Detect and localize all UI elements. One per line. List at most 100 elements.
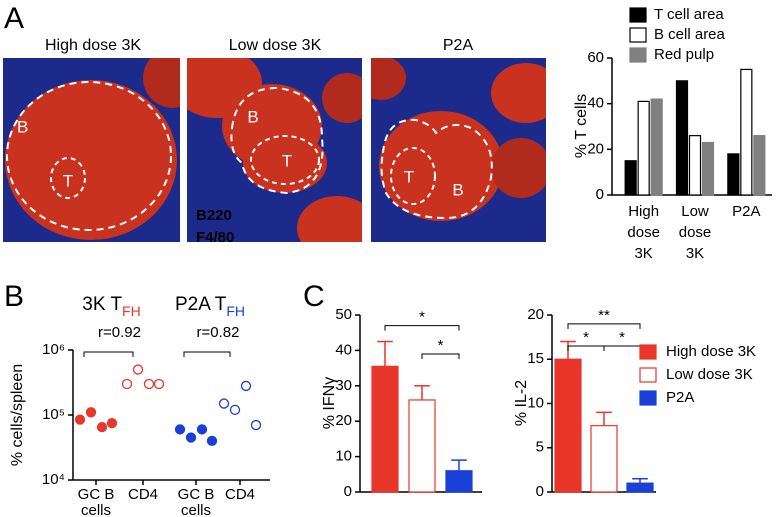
bar	[675, 80, 689, 196]
y-tick-label: 10⁶	[42, 341, 65, 358]
point	[240, 380, 252, 392]
x-tick-label: CD4	[224, 486, 255, 503]
legend-swatch	[629, 7, 647, 23]
point	[174, 424, 186, 435]
point	[132, 364, 144, 375]
significance-label: **	[598, 307, 610, 324]
y-tick-label: 40	[587, 95, 604, 112]
significance-bracket	[567, 323, 641, 329]
significance-label: *	[419, 309, 425, 326]
region-label: B	[17, 117, 28, 136]
y-tick-label: 0	[596, 186, 604, 203]
y-tick-label: 5	[536, 439, 544, 456]
y-tick-label: 0	[344, 483, 352, 500]
point	[250, 419, 262, 431]
region-label: B	[452, 180, 463, 199]
correlation: r=0.82	[197, 324, 240, 341]
y-tick-label: 20	[335, 412, 352, 429]
bar	[624, 160, 637, 196]
bar	[688, 135, 702, 196]
bar	[408, 399, 436, 493]
region-label: T	[404, 167, 414, 186]
point	[85, 407, 97, 418]
x-tick-label: CD4	[127, 486, 158, 503]
y-tick-label: 20	[587, 140, 604, 157]
x-tick-label: GC B cells	[177, 486, 215, 517]
y-axis-label: % T cells	[573, 94, 590, 158]
bar	[637, 100, 650, 196]
significance-bracket	[384, 325, 460, 331]
micrograph: T B	[371, 58, 546, 242]
marker-label: B220	[196, 207, 232, 224]
point	[196, 424, 208, 435]
bar	[701, 141, 715, 196]
y-axis-label: % IFNγ	[321, 377, 338, 429]
y-tick-label: 10⁴	[42, 471, 65, 488]
x-tick-label: High dose 3K	[627, 203, 660, 262]
bar	[371, 365, 399, 493]
group-title-sub: FH	[226, 303, 245, 319]
region-label: B	[247, 107, 258, 126]
bar	[740, 68, 753, 196]
legend-label: T cell area	[654, 6, 724, 23]
y-axis-label: % cells/spleen	[9, 364, 26, 466]
legend-swatch	[639, 390, 657, 406]
image-title: Low dose 3K	[229, 37, 322, 54]
correlation: r=0.92	[98, 324, 141, 341]
point	[218, 398, 230, 409]
y-tick-label: 10⁵	[42, 406, 65, 423]
bar	[650, 98, 663, 196]
bar	[626, 482, 654, 493]
point	[121, 378, 133, 390]
micrograph: B T B220 F4/80 CD45.2	[187, 58, 362, 268]
legend-label: High dose 3K	[666, 343, 756, 360]
bar	[753, 135, 766, 196]
y-tick-label: 30	[335, 377, 352, 394]
y-tick-label: 15	[527, 350, 544, 367]
x-tick-label: GC B cells	[77, 486, 115, 517]
legend-label: Low dose 3K	[666, 366, 753, 383]
point	[153, 378, 165, 390]
micrograph: B T	[3, 58, 180, 242]
x-tick-label: Low dose 3K	[678, 203, 712, 262]
legend-swatch	[639, 367, 657, 383]
bar	[727, 153, 740, 196]
marker-label: CD45.2	[196, 251, 247, 268]
point	[206, 435, 218, 447]
y-tick-label: 20	[527, 306, 544, 323]
significance-label: *	[438, 337, 444, 354]
bar	[590, 425, 618, 493]
y-tick-label: 10	[335, 448, 352, 465]
group-title-sub: FH	[122, 303, 141, 319]
legend-swatch	[639, 344, 657, 360]
correlation-bracket	[183, 351, 231, 357]
region-label: T	[282, 151, 292, 170]
point	[96, 422, 108, 433]
group-title: 3K TFH	[82, 294, 140, 319]
legend-label: P2A	[666, 389, 694, 406]
legend-swatch	[629, 47, 647, 63]
legend-label: Red pulp	[654, 46, 714, 63]
x-tick-label: P2A	[732, 203, 761, 220]
legend-swatch	[629, 27, 647, 43]
significance-bracket	[421, 353, 460, 359]
y-tick-label: 10	[527, 394, 544, 411]
correlation-bracket	[83, 351, 134, 357]
legend-label: B cell area	[654, 26, 726, 43]
y-tick-label: 50	[335, 306, 352, 323]
point	[74, 414, 86, 425]
marker-label: F4/80	[196, 229, 234, 246]
group-title-main: P2A T	[175, 294, 227, 315]
y-tick-label: 60	[587, 49, 604, 66]
point	[106, 417, 118, 429]
significance-label: *	[619, 329, 625, 346]
significance-bracket	[603, 345, 641, 351]
y-tick-label: 40	[335, 341, 352, 358]
point	[185, 432, 197, 443]
panel-label: A	[4, 2, 24, 35]
group-title-main: 3K T	[82, 294, 122, 315]
bar	[554, 358, 582, 493]
panel-label: C	[303, 280, 325, 313]
panel-label: B	[4, 280, 24, 313]
